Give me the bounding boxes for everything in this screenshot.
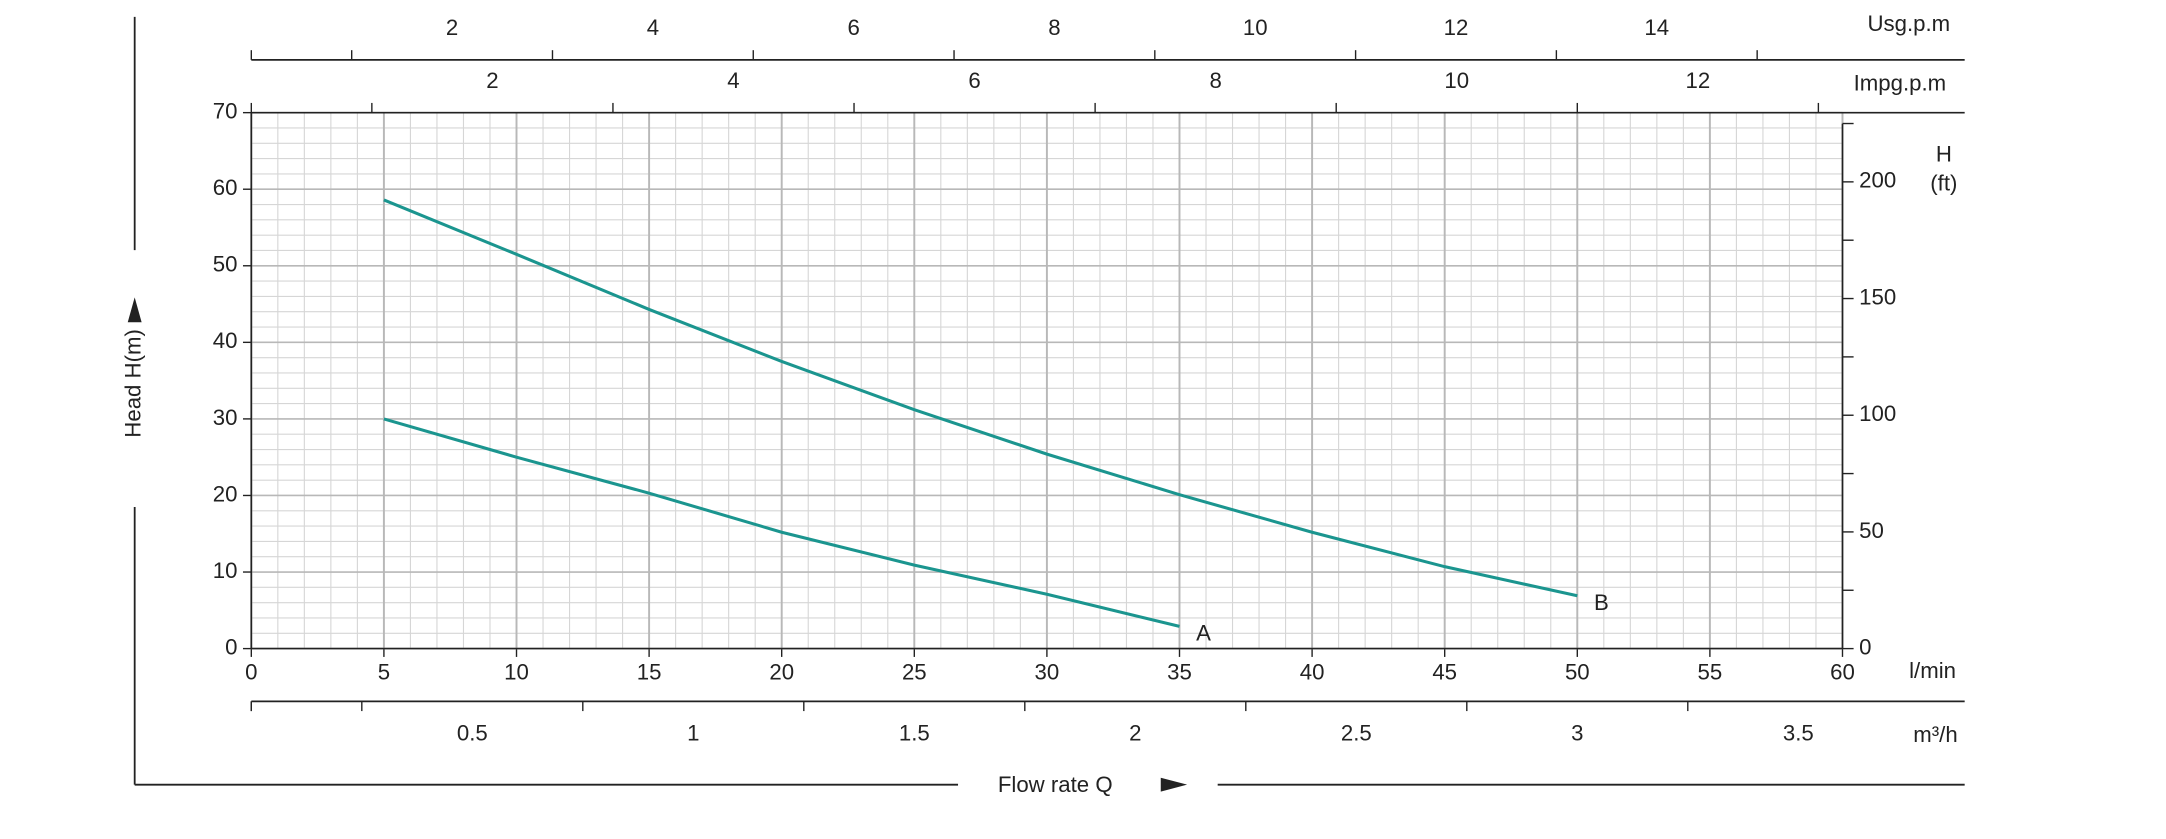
series-line xyxy=(383,198,1578,598)
y2-axis-unit: (ft) xyxy=(1930,171,1957,196)
arrow xyxy=(1160,777,1188,792)
x-tick-label: 10 xyxy=(504,659,529,684)
secondary-tick-label: 2 xyxy=(446,15,458,40)
secondary-tick-label: 10 xyxy=(1444,68,1469,93)
x-unit: l/min xyxy=(1909,658,1956,683)
secondary-axis-label: m³/h xyxy=(1913,722,1957,747)
x-axis-label: Flow rate Q xyxy=(998,772,1113,797)
y-tick-label: 70 xyxy=(213,99,238,124)
secondary-tick-label: 6 xyxy=(968,68,980,93)
x-tick-label: 60 xyxy=(1830,659,1855,684)
series-label: A xyxy=(1196,621,1211,646)
secondary-tick-label: 2.5 xyxy=(1341,721,1372,746)
secondary-tick-label: 10 xyxy=(1243,15,1268,40)
secondary-tick-label: 12 xyxy=(1685,68,1710,93)
y2-tick-label: 0 xyxy=(1859,634,1871,659)
secondary-tick-label: 14 xyxy=(1644,15,1669,40)
x-tick-label: 30 xyxy=(1035,659,1060,684)
secondary-axis-label: Usg.p.m xyxy=(1867,11,1950,36)
y-tick-label: 40 xyxy=(213,328,238,353)
secondary-tick-label: 8 xyxy=(1048,15,1060,40)
y-tick-label: 0 xyxy=(225,634,237,659)
y2-tick-label: 200 xyxy=(1859,168,1896,193)
x-tick-label: 20 xyxy=(769,659,794,684)
secondary-tick-label: 4 xyxy=(727,68,739,93)
y-tick-label: 10 xyxy=(213,558,238,583)
x-tick-label: 25 xyxy=(902,659,927,684)
x-tick-label: 5 xyxy=(378,659,390,684)
secondary-tick-label: 1.5 xyxy=(899,721,930,746)
secondary-axis-label: Impg.p.m xyxy=(1854,71,1947,96)
secondary-tick-label: 2 xyxy=(1129,721,1141,746)
y2-tick-label: 50 xyxy=(1859,518,1884,543)
y2-axis-label: H xyxy=(1936,142,1952,167)
secondary-tick-label: 1 xyxy=(687,721,699,746)
y2-tick-label: 100 xyxy=(1859,401,1896,426)
secondary-tick-label: 2 xyxy=(486,68,498,93)
series-label: B xyxy=(1594,590,1609,615)
x-tick-label: 55 xyxy=(1698,659,1723,684)
arrow xyxy=(127,297,142,323)
y-tick-label: 30 xyxy=(213,405,238,430)
x-tick-label: 35 xyxy=(1167,659,1192,684)
y-axis-label: Head H(m) xyxy=(121,329,146,438)
x-tick-label: 50 xyxy=(1565,659,1590,684)
secondary-tick-label: 3 xyxy=(1571,721,1583,746)
y-tick-label: 20 xyxy=(213,481,238,506)
secondary-tick-label: 8 xyxy=(1209,68,1221,93)
y2-tick-label: 150 xyxy=(1859,284,1896,309)
series-line xyxy=(383,417,1180,628)
y-tick-label: 50 xyxy=(213,252,238,277)
x-tick-label: 0 xyxy=(245,659,257,684)
x-tick-label: 15 xyxy=(637,659,662,684)
secondary-tick-label: 0.5 xyxy=(457,721,488,746)
secondary-tick-label: 3.5 xyxy=(1783,721,1814,746)
secondary-tick-label: 6 xyxy=(847,15,859,40)
secondary-tick-label: 4 xyxy=(647,15,659,40)
x-tick-label: 45 xyxy=(1432,659,1457,684)
x-tick-label: 40 xyxy=(1300,659,1325,684)
y-tick-label: 60 xyxy=(213,175,238,200)
secondary-tick-label: 12 xyxy=(1444,15,1469,40)
